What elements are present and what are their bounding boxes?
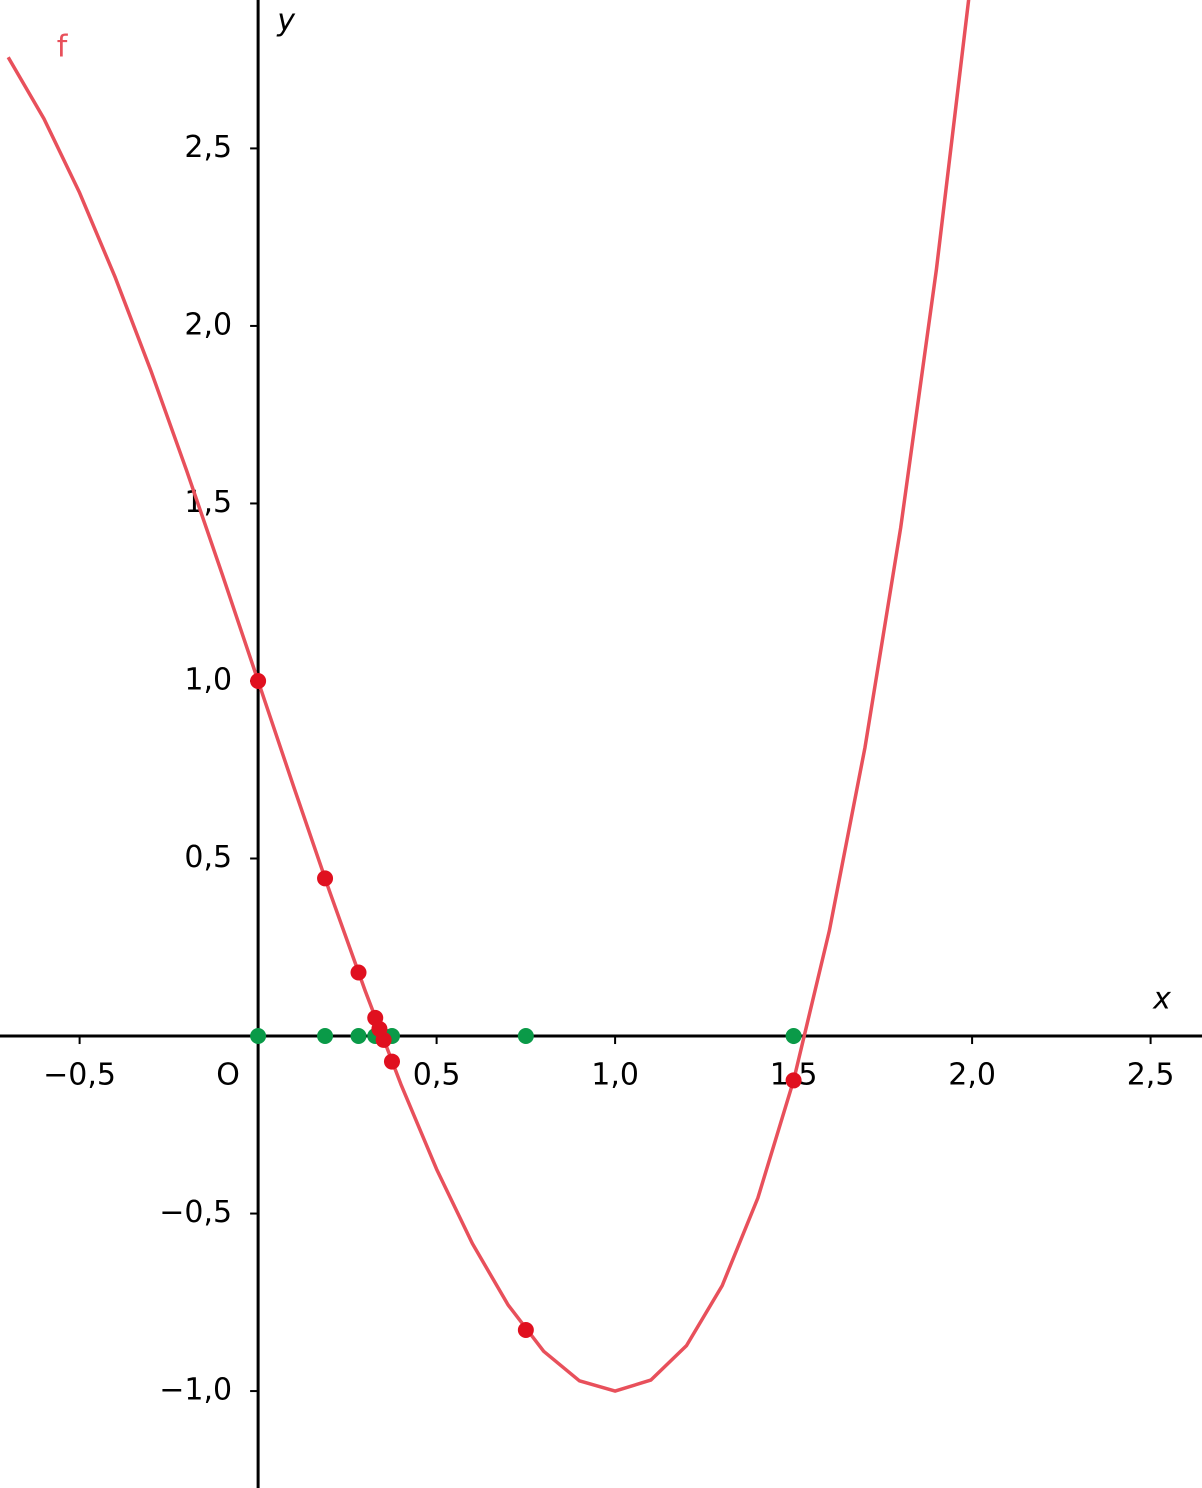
curve-point [785, 1072, 802, 1089]
curve-point [250, 672, 267, 689]
x-axis-label: x [1152, 982, 1171, 1017]
x-tick-label: 2,5 [1127, 1058, 1175, 1093]
axis-point [517, 1028, 534, 1045]
axis-point [785, 1028, 802, 1045]
function-label: f [57, 30, 69, 65]
curve-point [350, 964, 367, 981]
curve-point [383, 1053, 400, 1070]
origin-label: O [216, 1058, 240, 1093]
y-tick-label: −0,5 [159, 1195, 232, 1230]
y-tick-label: 2,0 [184, 307, 232, 342]
y-tick-label: 0,5 [184, 840, 232, 875]
function-curve [6, 0, 971, 1393]
x-tick-label: 2,0 [948, 1058, 996, 1093]
y-tick-label: −1,0 [159, 1373, 232, 1408]
y-axis-label: y [276, 4, 296, 39]
curve-point [371, 1020, 388, 1037]
x-tick-label: −0,5 [43, 1058, 116, 1093]
y-tick-label: 1,0 [184, 662, 232, 697]
y-tick-label: 2,5 [184, 130, 232, 165]
axis-point [350, 1028, 367, 1045]
curve-point [317, 870, 334, 887]
x-tick-label: 0,5 [413, 1058, 461, 1093]
curve-point [517, 1322, 534, 1339]
axis-point [250, 1028, 267, 1045]
x-tick-label: 1,0 [591, 1058, 639, 1093]
axis-point [317, 1028, 334, 1045]
